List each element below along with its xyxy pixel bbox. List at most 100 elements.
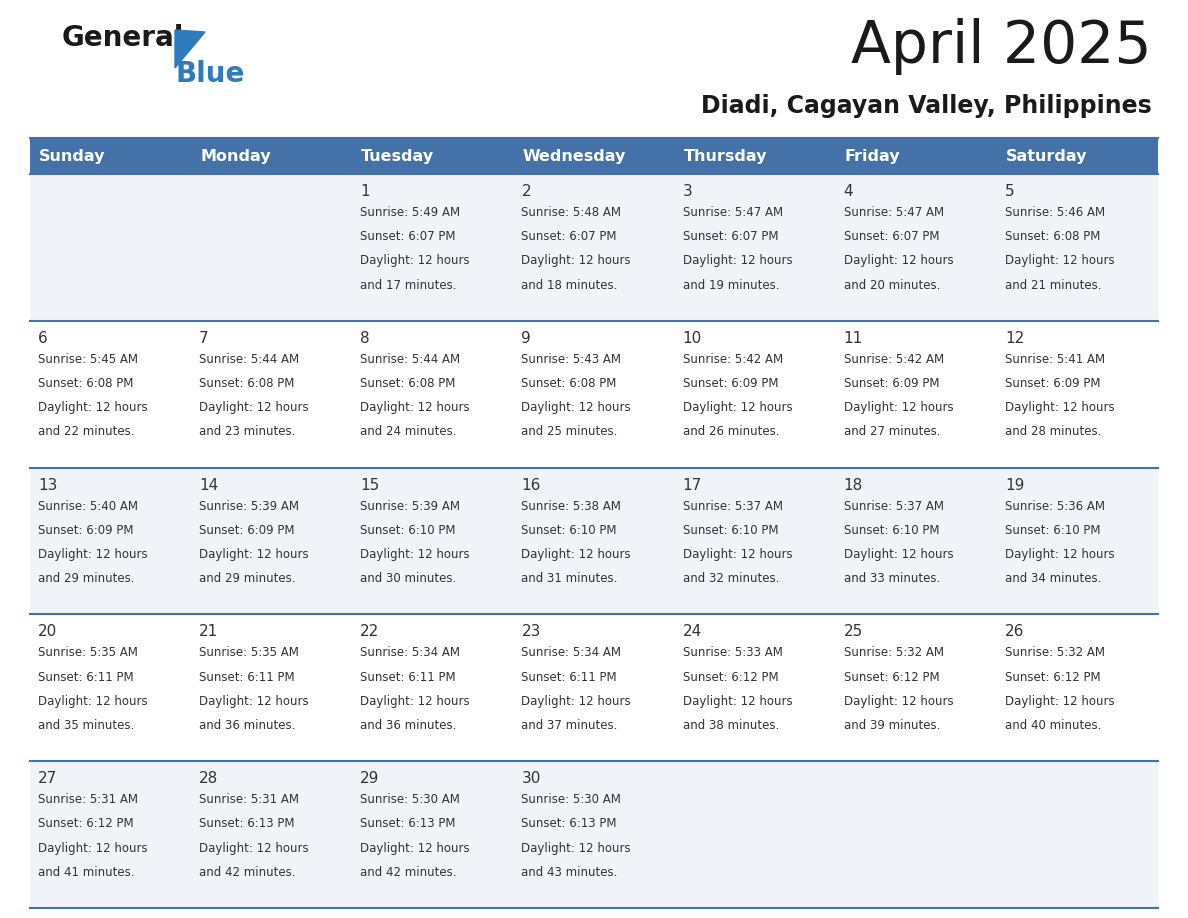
Text: Tuesday: Tuesday <box>361 149 435 163</box>
Text: 19: 19 <box>1005 477 1024 493</box>
Text: Saturday: Saturday <box>1006 149 1087 163</box>
Text: Daylight: 12 hours: Daylight: 12 hours <box>843 254 953 267</box>
Bar <box>835 467 997 614</box>
Text: Sunset: 6:07 PM: Sunset: 6:07 PM <box>843 230 940 243</box>
Bar <box>997 467 1158 614</box>
Text: Sunrise: 5:49 AM: Sunrise: 5:49 AM <box>360 206 461 219</box>
Text: Sunrise: 5:42 AM: Sunrise: 5:42 AM <box>843 353 943 365</box>
Text: and 29 minutes.: and 29 minutes. <box>200 572 296 586</box>
Text: and 35 minutes.: and 35 minutes. <box>38 719 134 732</box>
Text: Sunset: 6:12 PM: Sunset: 6:12 PM <box>683 671 778 684</box>
Bar <box>675 467 835 614</box>
Bar <box>997 320 1158 467</box>
Text: and 27 minutes.: and 27 minutes. <box>843 425 940 439</box>
Text: 7: 7 <box>200 330 209 346</box>
Text: Thursday: Thursday <box>683 149 767 163</box>
Text: and 17 minutes.: and 17 minutes. <box>360 279 456 292</box>
Text: and 43 minutes.: and 43 minutes. <box>522 866 618 879</box>
Bar <box>30 138 191 174</box>
Text: and 30 minutes.: and 30 minutes. <box>360 572 456 586</box>
Bar <box>191 320 353 467</box>
Bar <box>353 138 513 174</box>
Bar <box>835 761 997 908</box>
Text: Sunset: 6:09 PM: Sunset: 6:09 PM <box>1005 377 1100 390</box>
Bar <box>675 320 835 467</box>
Text: Sunset: 6:07 PM: Sunset: 6:07 PM <box>683 230 778 243</box>
Text: Sunset: 6:10 PM: Sunset: 6:10 PM <box>843 524 940 537</box>
Text: Sunset: 6:10 PM: Sunset: 6:10 PM <box>522 524 617 537</box>
Text: Sunrise: 5:35 AM: Sunrise: 5:35 AM <box>200 646 299 659</box>
Text: Sunset: 6:08 PM: Sunset: 6:08 PM <box>360 377 456 390</box>
Text: and 19 minutes.: and 19 minutes. <box>683 279 779 292</box>
Text: Sunrise: 5:40 AM: Sunrise: 5:40 AM <box>38 499 138 512</box>
Text: Daylight: 12 hours: Daylight: 12 hours <box>360 401 470 414</box>
Text: Sunset: 6:11 PM: Sunset: 6:11 PM <box>360 671 456 684</box>
Text: and 42 minutes.: and 42 minutes. <box>360 866 456 879</box>
Text: 13: 13 <box>38 477 57 493</box>
Bar <box>191 174 353 320</box>
Bar <box>675 138 835 174</box>
Text: and 31 minutes.: and 31 minutes. <box>522 572 618 586</box>
Text: Daylight: 12 hours: Daylight: 12 hours <box>843 401 953 414</box>
Text: Sunrise: 5:44 AM: Sunrise: 5:44 AM <box>200 353 299 365</box>
Text: Daylight: 12 hours: Daylight: 12 hours <box>683 401 792 414</box>
Text: Sunrise: 5:32 AM: Sunrise: 5:32 AM <box>843 646 943 659</box>
Text: and 23 minutes.: and 23 minutes. <box>200 425 296 439</box>
Text: 9: 9 <box>522 330 531 346</box>
Bar <box>353 174 513 320</box>
Text: Sunset: 6:07 PM: Sunset: 6:07 PM <box>360 230 456 243</box>
Text: and 39 minutes.: and 39 minutes. <box>843 719 940 732</box>
Text: Sunrise: 5:47 AM: Sunrise: 5:47 AM <box>683 206 783 219</box>
Text: Sunrise: 5:41 AM: Sunrise: 5:41 AM <box>1005 353 1105 365</box>
Text: Sunrise: 5:35 AM: Sunrise: 5:35 AM <box>38 646 138 659</box>
Text: 24: 24 <box>683 624 702 640</box>
Text: and 42 minutes.: and 42 minutes. <box>200 866 296 879</box>
Text: Sunrise: 5:37 AM: Sunrise: 5:37 AM <box>843 499 943 512</box>
Text: Sunset: 6:08 PM: Sunset: 6:08 PM <box>1005 230 1100 243</box>
Text: 3: 3 <box>683 184 693 199</box>
Text: Sunrise: 5:34 AM: Sunrise: 5:34 AM <box>522 646 621 659</box>
Text: Sunset: 6:10 PM: Sunset: 6:10 PM <box>360 524 456 537</box>
Text: 5: 5 <box>1005 184 1015 199</box>
Text: and 25 minutes.: and 25 minutes. <box>522 425 618 439</box>
Bar <box>353 467 513 614</box>
Text: Sunrise: 5:33 AM: Sunrise: 5:33 AM <box>683 646 783 659</box>
Text: and 36 minutes.: and 36 minutes. <box>200 719 296 732</box>
Bar <box>675 614 835 761</box>
Text: Sunrise: 5:48 AM: Sunrise: 5:48 AM <box>522 206 621 219</box>
Text: Sunrise: 5:47 AM: Sunrise: 5:47 AM <box>843 206 943 219</box>
Text: 10: 10 <box>683 330 702 346</box>
Text: Daylight: 12 hours: Daylight: 12 hours <box>1005 254 1114 267</box>
Text: Blue: Blue <box>175 60 245 88</box>
Text: 30: 30 <box>522 771 541 786</box>
Text: Daylight: 12 hours: Daylight: 12 hours <box>200 842 309 855</box>
Text: Daylight: 12 hours: Daylight: 12 hours <box>522 842 631 855</box>
Text: 16: 16 <box>522 477 541 493</box>
Text: Sunset: 6:09 PM: Sunset: 6:09 PM <box>843 377 940 390</box>
Text: and 18 minutes.: and 18 minutes. <box>522 279 618 292</box>
Text: 12: 12 <box>1005 330 1024 346</box>
Bar <box>30 174 191 320</box>
Text: Sunset: 6:11 PM: Sunset: 6:11 PM <box>38 671 133 684</box>
Text: 18: 18 <box>843 477 862 493</box>
Text: Sunrise: 5:31 AM: Sunrise: 5:31 AM <box>200 793 299 806</box>
Text: Monday: Monday <box>200 149 271 163</box>
Text: and 21 minutes.: and 21 minutes. <box>1005 279 1101 292</box>
Text: 11: 11 <box>843 330 862 346</box>
Text: Sunrise: 5:42 AM: Sunrise: 5:42 AM <box>683 353 783 365</box>
Text: 28: 28 <box>200 771 219 786</box>
Text: 4: 4 <box>843 184 853 199</box>
Bar <box>675 761 835 908</box>
Text: Daylight: 12 hours: Daylight: 12 hours <box>38 842 147 855</box>
Text: 25: 25 <box>843 624 862 640</box>
Text: Sunrise: 5:39 AM: Sunrise: 5:39 AM <box>200 499 299 512</box>
Text: Daylight: 12 hours: Daylight: 12 hours <box>360 548 470 561</box>
Text: Sunset: 6:12 PM: Sunset: 6:12 PM <box>843 671 940 684</box>
Bar <box>191 614 353 761</box>
Text: Sunrise: 5:37 AM: Sunrise: 5:37 AM <box>683 499 783 512</box>
Text: Sunrise: 5:44 AM: Sunrise: 5:44 AM <box>360 353 461 365</box>
Text: Wednesday: Wednesday <box>523 149 626 163</box>
Text: Daylight: 12 hours: Daylight: 12 hours <box>522 401 631 414</box>
Text: Daylight: 12 hours: Daylight: 12 hours <box>1005 401 1114 414</box>
Text: Daylight: 12 hours: Daylight: 12 hours <box>38 548 147 561</box>
